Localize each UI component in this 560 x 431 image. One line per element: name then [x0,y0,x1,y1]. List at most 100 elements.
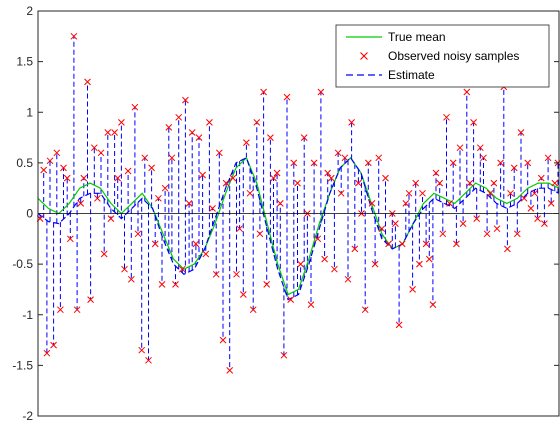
sample-marker [290,159,298,167]
legend-swatch-marker [360,52,368,60]
sample-marker [361,306,369,314]
sample-marker [151,240,159,248]
sample-marker [429,301,437,308]
sample-marker [57,306,64,314]
sample-marker [84,78,91,86]
sample-marker [355,179,362,187]
sample-marker [199,171,206,179]
sample-marker [121,265,128,273]
sample-marker [270,174,277,182]
sample-marker [398,240,406,248]
sample-marker [551,179,559,187]
sample-marker [425,255,433,263]
sample-marker [534,215,541,222]
sample-marker [73,306,81,314]
sample-marker [456,144,464,152]
sample-marker [229,174,237,182]
sample-marker [497,159,504,167]
sample-marker [53,149,61,157]
sample-marker [294,179,301,187]
sample-marker [280,351,288,359]
sample-marker [215,149,223,157]
sample-marker [185,200,193,207]
y-tick-label: 2 [26,4,33,18]
sample-marker [236,225,243,233]
sample-marker [531,189,538,197]
sample-marker [490,179,498,187]
sample-marker [192,240,200,248]
legend: True mean Observed noisy samples Estimate [335,24,550,88]
sample-marker [97,149,105,157]
y-tick-label: -0.5 [12,257,33,271]
sample-marker [124,167,132,175]
sample-marker [94,194,101,202]
y-tick-label: 1 [26,105,33,119]
sample-marker [148,164,155,172]
sample-marker [100,250,108,258]
sample-marker [246,189,254,197]
legend-box [335,24,550,88]
sample-marker [443,113,450,121]
sample-marker [378,225,386,233]
sample-marker [416,260,423,268]
sample-marker [63,174,71,182]
sample-marker [276,200,284,207]
sample-marker [364,159,372,167]
sample-marker [422,240,430,248]
sample-marker [168,154,176,162]
sample-marker [517,129,525,136]
sample-marker [348,119,355,126]
sample-marker [226,367,234,374]
sample-marker [544,154,552,162]
sample-marker [267,134,274,141]
sample-marker [436,179,444,187]
sample-marker [371,260,379,268]
sample-marker [239,291,247,298]
y-tick-label: -2 [22,409,33,423]
sample-marker [314,235,322,243]
true-mean-line [37,156,560,296]
sample-marker [483,230,491,238]
sample-marker [50,341,57,349]
sample-marker [243,139,250,146]
sample-marker [476,144,484,152]
legend-label: Observed noisy samples [388,49,519,63]
series-curves [37,156,560,301]
sample-marker [382,174,389,182]
sample-marker [188,129,196,136]
sample-marker [327,174,335,182]
y-tick-label: 0 [26,207,33,221]
sample-marker [307,301,315,308]
sample-marker [182,96,189,104]
sample-marker [547,200,555,207]
sample-marker [273,169,281,177]
estimate-line [37,156,560,301]
sample-markers [36,32,560,374]
sample-marker [473,215,481,222]
sample-marker [351,245,359,253]
estimate-stems [39,36,559,371]
sample-marker [486,189,494,197]
sample-marker [77,200,85,207]
sample-marker [145,356,152,364]
sample-marker [510,164,518,172]
sample-marker [172,281,179,288]
sample-marker [253,119,261,126]
sample-marker [439,230,447,238]
sample-marker [527,205,535,212]
sample-marker [317,88,325,96]
sample-marker [470,119,477,126]
y-tick-label: 1.5 [16,55,33,69]
sample-marker [541,220,548,227]
sample-marker [222,179,230,187]
sample-marker [344,275,352,283]
sample-marker [178,265,186,273]
sample-marker [114,174,122,182]
sample-marker [158,281,166,288]
sample-marker [107,215,115,222]
sample-marker [537,174,545,182]
y-tick-label: -1.5 [12,358,33,372]
sample-marker [90,144,98,152]
sample-marker [80,174,88,182]
